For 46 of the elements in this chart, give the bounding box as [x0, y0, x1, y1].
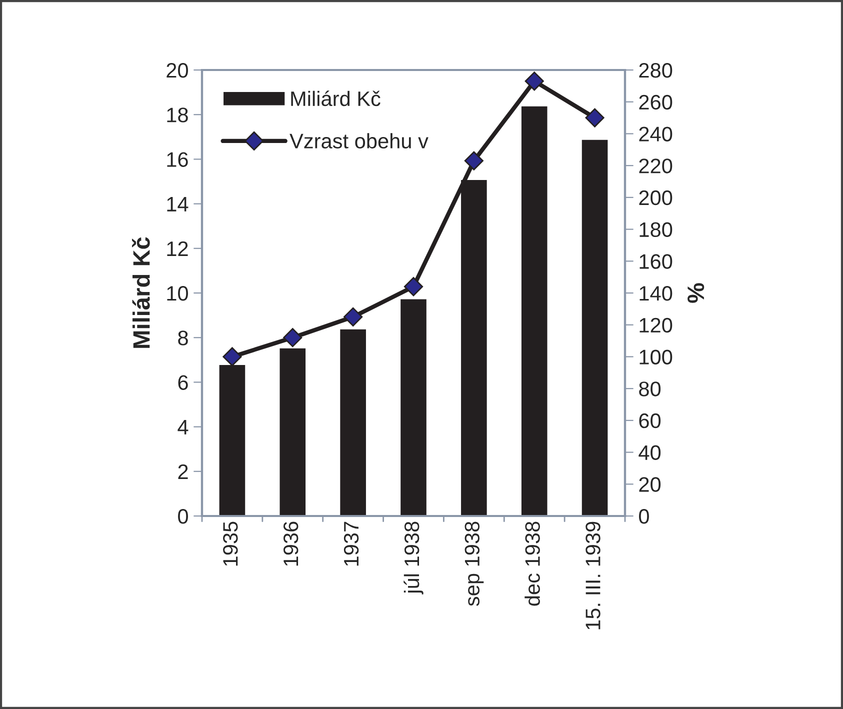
x-tick-label: 15. III. 1939 — [586, 522, 600, 630]
y-tick-label: 2 — [178, 464, 188, 479]
point — [524, 72, 544, 91]
y-tick-label: 4 — [178, 420, 188, 434]
y2-tick-label: 220 — [639, 158, 672, 174]
y-tick-label: 10 — [167, 286, 188, 301]
y2-tick-label: 40 — [638, 445, 661, 460]
x-tick-label: 1936 — [283, 522, 298, 566]
point — [404, 277, 424, 296]
y-tick-label: 6 — [178, 375, 188, 390]
y-tick-label: 18 — [167, 108, 188, 122]
x-tick-label: 1937 — [344, 522, 359, 566]
point — [344, 307, 363, 326]
y-tick-label: 8 — [178, 330, 188, 346]
x-tick-label: júl 1938 — [404, 522, 424, 594]
legend-label: Vzrast obehu v — [290, 133, 428, 148]
y2-tick-label: 120 — [640, 318, 672, 333]
point — [464, 151, 484, 170]
bar — [399, 298, 428, 516]
legend-label: Miliárd Kč — [291, 90, 380, 106]
y-tick-label: 12 — [167, 241, 188, 256]
x-tick-label: dec 1938 — [524, 522, 540, 606]
y2-tick-label: 80 — [639, 382, 661, 396]
y2-tick-label: 160 — [640, 254, 672, 269]
y-tick-label: 16 — [167, 152, 188, 167]
y2-tick-label: 20 — [639, 477, 661, 492]
y-tick-label: 0 — [178, 509, 188, 524]
bar — [580, 138, 610, 516]
point — [222, 347, 242, 366]
y2-axis-title: % — [688, 283, 704, 303]
point — [585, 108, 604, 128]
y2-tick-label: 180 — [640, 222, 672, 238]
y2-tick-label: 60 — [639, 413, 661, 428]
x-tick-label: sep 1938 — [464, 522, 484, 606]
y2-tick-label: 260 — [639, 94, 672, 110]
y-tick-label: 14 — [167, 197, 188, 212]
y2-tick-label: 100 — [640, 350, 672, 364]
y2-tick-label: 200 — [639, 190, 672, 206]
point — [283, 328, 302, 348]
y2-tick-label: 240 — [639, 126, 672, 142]
y-axis-title: Miliárd Kč — [132, 237, 150, 348]
y-tick-label: 20 — [166, 63, 188, 78]
y2-tick-label: 140 — [640, 286, 672, 301]
x-tick-label: 1935 — [223, 522, 238, 566]
y2-tick-label: 280 — [639, 63, 672, 78]
y2-tick-label: 0 — [639, 509, 649, 524]
